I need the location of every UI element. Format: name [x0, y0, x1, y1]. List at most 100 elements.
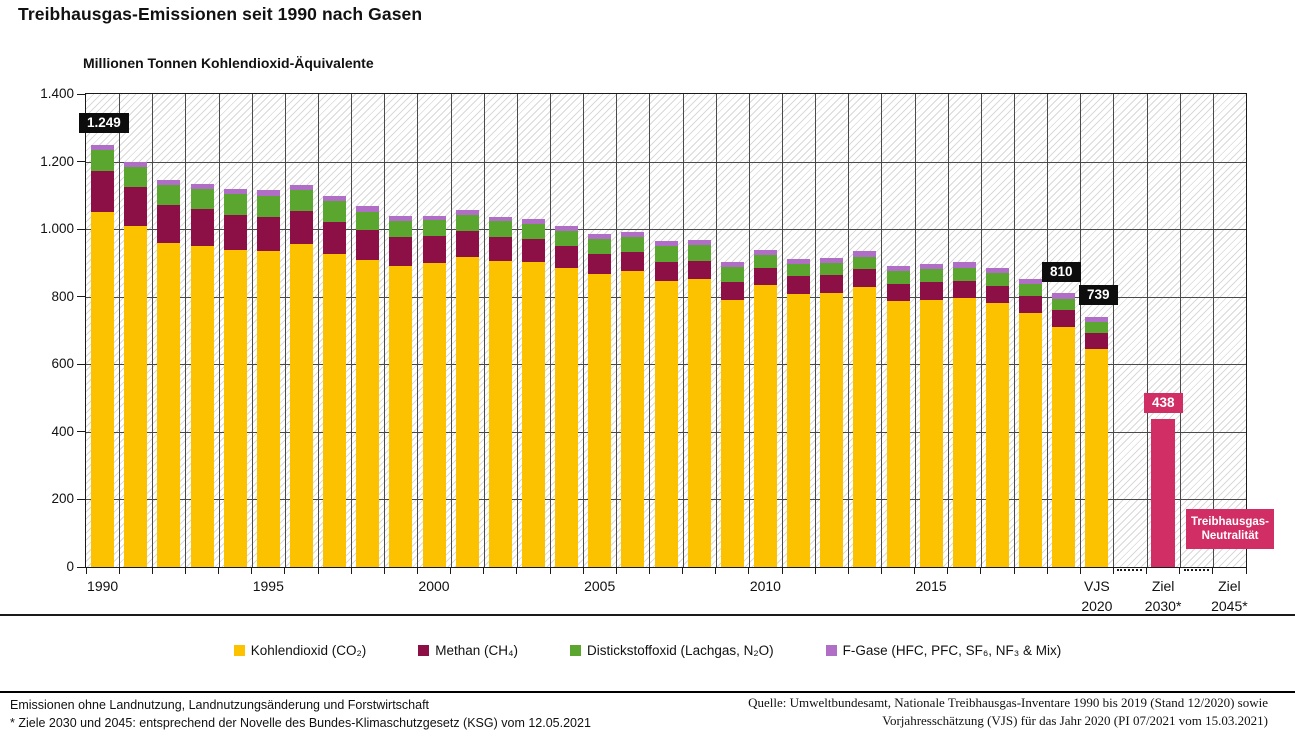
bar-1999-co2	[389, 266, 413, 567]
bar-2014-ch4	[886, 283, 910, 302]
gridline-vertical	[748, 94, 750, 567]
bar-2018-co2	[1019, 312, 1043, 567]
legend-swatch-ch4	[418, 645, 430, 656]
bar-2001-f-gase	[455, 210, 479, 215]
gridline-vertical	[251, 94, 253, 567]
gridline-vertical	[1080, 94, 1082, 567]
neutrality-box: Treibhausgas- Neutralität	[1186, 509, 1274, 549]
x-axis-tick	[947, 567, 949, 574]
axis-dotted-segment	[1117, 569, 1143, 571]
x-axis-tick	[516, 567, 518, 574]
bar-ziel-2030	[1151, 419, 1176, 567]
x-axis-label-line: 2045*	[1211, 598, 1248, 614]
gridline-vertical	[914, 94, 916, 567]
value-label-1990: 1.249	[79, 113, 129, 133]
bar-2008-ch4	[687, 260, 711, 279]
bar-2007-ch4	[654, 261, 678, 281]
gridline-vertical	[1146, 94, 1148, 567]
bar-1999-ch4	[389, 237, 413, 266]
x-axis-tick	[615, 567, 617, 574]
bar-2019-n2o	[1052, 298, 1076, 311]
gridline-vertical	[682, 94, 684, 567]
bar-2013-co2	[853, 287, 877, 567]
bar-1995-f-gase	[256, 190, 280, 196]
x-axis-label-line: 2000	[418, 578, 450, 594]
gridline-vertical	[185, 94, 187, 567]
bar-2003-n2o	[521, 223, 545, 239]
bar-1998-co2	[356, 260, 380, 567]
gridline-vertical	[1179, 94, 1181, 567]
y-axis-label: 0	[66, 559, 74, 574]
bar-2020-n2o	[1085, 322, 1109, 333]
bar-1994-n2o	[223, 194, 247, 215]
bar-1998-ch4	[356, 229, 380, 261]
gridline-vertical	[881, 94, 883, 567]
x-axis-tick	[814, 567, 816, 574]
bar-2018-ch4	[1019, 296, 1043, 313]
gridline-vertical	[583, 94, 585, 567]
bar-2016-n2o	[952, 267, 976, 281]
x-axis-tick	[748, 567, 750, 574]
bar-2017-co2	[985, 302, 1009, 567]
x-axis-tick	[1046, 567, 1048, 574]
bar-2009-n2o	[720, 267, 744, 283]
x-axis-tick	[85, 567, 87, 574]
chart-region: 1.400 1.200 1.000 800 600 400 200 0 1.249 810 739 4…	[40, 86, 1274, 614]
x-axis-label-line: VJS	[1084, 578, 1110, 594]
bar-1995-co2	[256, 250, 280, 567]
gridline-vertical	[450, 94, 452, 567]
gridline-vertical	[980, 94, 982, 567]
legend-label-f-gase: F-Gase (HFC, PFC, SF₆, NF₃ & Mix)	[842, 643, 1062, 658]
value-label-2019: 810	[1042, 262, 1081, 282]
bar-2005-ch4	[588, 253, 612, 275]
bar-2015-n2o	[919, 269, 943, 283]
bar-2001-co2	[455, 256, 479, 567]
bar-2010-f-gase	[753, 250, 777, 256]
gridline-vertical	[649, 94, 651, 567]
divider-top	[0, 614, 1295, 616]
x-axis-tick	[118, 567, 120, 574]
gridline-vertical	[1113, 94, 1115, 567]
bar-1997-f-gase	[323, 195, 347, 202]
bar-2000-n2o	[422, 220, 446, 236]
bar-1990-n2o	[91, 150, 115, 171]
gridline-vertical	[417, 94, 419, 567]
x-axis-tick	[1212, 567, 1214, 574]
bar-1992-n2o	[157, 184, 181, 205]
y-axis-label: 1.000	[40, 221, 74, 237]
bar-1991-n2o	[124, 167, 148, 187]
x-axis-label-VJS2020: VJS 2020	[1055, 576, 1139, 616]
bar-2007-f-gase	[654, 241, 678, 247]
bar-2004-f-gase	[555, 225, 579, 231]
bar-2012-co2	[820, 292, 844, 567]
x-axis-label-Ziel2045: Ziel 2045*	[1187, 576, 1271, 616]
gridline-horizontal	[86, 229, 1246, 231]
gridline-vertical	[1047, 94, 1049, 567]
x-axis-tick	[184, 567, 186, 574]
x-axis-tick	[648, 567, 650, 574]
legend: Kohlendioxid (CO₂) Methan (CH₄) Disticksto…	[0, 643, 1295, 658]
source-line-1: Quelle: Umweltbundesamt, Nationale Treib…	[748, 695, 1268, 710]
bar-2016-co2	[952, 297, 976, 567]
bar-2012-ch4	[820, 275, 844, 293]
bar-2000-f-gase	[422, 215, 446, 220]
bar-2010-ch4	[753, 267, 777, 286]
bar-1997-ch4	[323, 222, 347, 255]
plot-area: 1.400 1.200 1.000 800 600 400 200 0 1.249 810 739 4…	[40, 86, 1274, 614]
legend-label-n2o: Distickstoffoxid (Lachgas, N₂O)	[587, 643, 774, 658]
x-axis-tick	[151, 567, 153, 574]
x-axis-tick	[781, 567, 783, 574]
bar-1991-ch4	[124, 186, 148, 226]
x-axis-label-2010: 2010	[723, 576, 807, 596]
bar-2011-f-gase	[787, 258, 811, 264]
gridline-vertical	[616, 94, 618, 567]
y-axis-tick	[77, 566, 86, 568]
bar-2006-ch4	[621, 251, 645, 271]
bar-2004-co2	[555, 267, 579, 567]
legend-swatch-f-gase	[825, 645, 837, 656]
bar-1997-co2	[323, 254, 347, 567]
bar-1992-f-gase	[157, 179, 181, 185]
legend-swatch-co2	[233, 645, 245, 656]
y-axis-label: 600	[51, 356, 74, 372]
gridline-horizontal	[86, 161, 1246, 163]
